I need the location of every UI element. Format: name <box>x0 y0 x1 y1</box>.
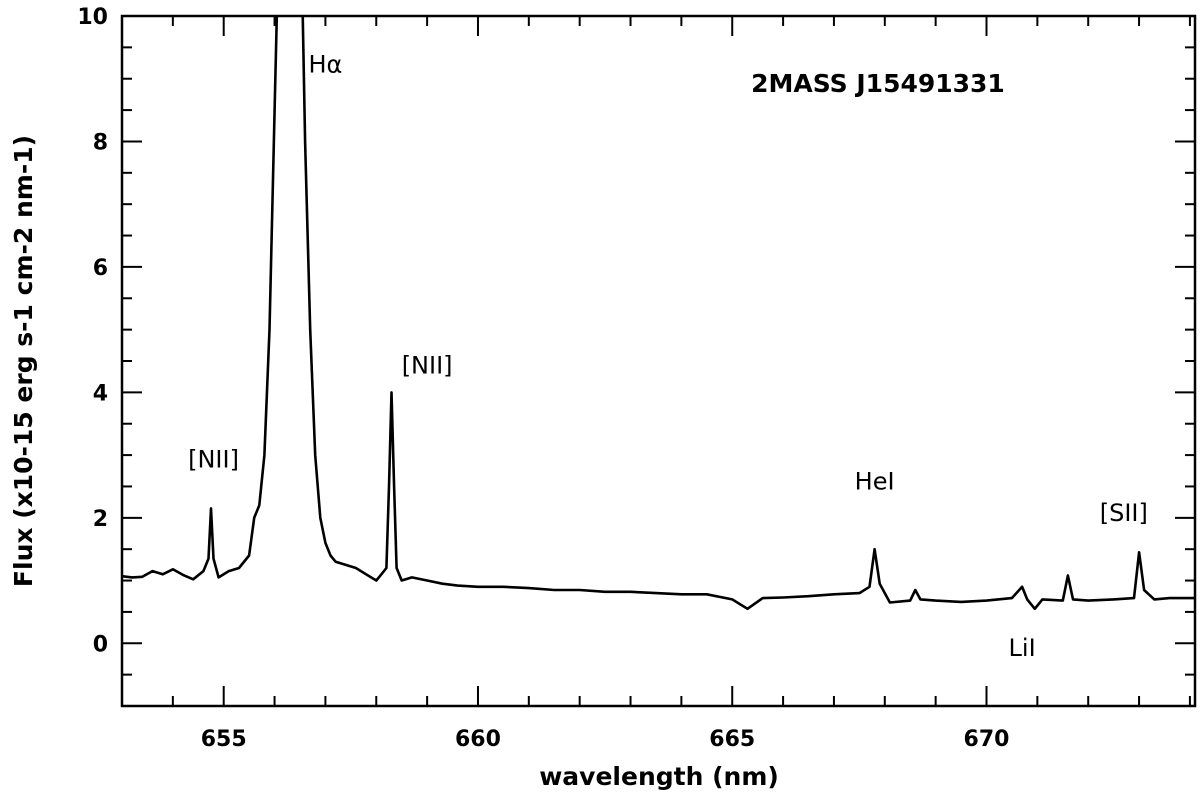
line-annotation: LiI <box>1009 634 1036 662</box>
tick-labels: 655 660 665 670 0 2 4 6 8 10 <box>77 5 1009 752</box>
x-tick-label: 670 <box>964 727 1010 752</box>
line-annotation: Hα <box>308 50 342 78</box>
y-tick-label: 4 <box>93 381 108 406</box>
plot-frame <box>120 14 1197 708</box>
x-tick-label: 660 <box>455 727 501 752</box>
line-annotation: [NII] <box>188 446 239 474</box>
object-label: 2MASS J15491331 <box>751 69 1005 98</box>
y-tick-label: 2 <box>93 507 108 532</box>
spectrum-line <box>122 16 1195 611</box>
x-tick-label: 665 <box>709 727 755 752</box>
y-tick-label: 10 <box>77 5 108 30</box>
y-axis-label: Flux (x10-15 erg s-1 cm-2 nm-1) <box>9 135 38 587</box>
x-tick-label: 655 <box>201 727 247 752</box>
y-tick-label: 8 <box>93 130 108 155</box>
line-annotation: [SII] <box>1100 499 1148 527</box>
line-annotations: [NII] Hα [NII] HeI LiI [SII] <box>188 50 1148 661</box>
line-annotation: HeI <box>855 468 895 496</box>
y-tick-label: 6 <box>93 256 108 281</box>
x-axis-label: wavelength (nm) <box>539 762 779 791</box>
y-tick-label: 0 <box>93 632 108 657</box>
line-annotation: [NII] <box>402 352 453 380</box>
tick-marks <box>121 15 1195 707</box>
